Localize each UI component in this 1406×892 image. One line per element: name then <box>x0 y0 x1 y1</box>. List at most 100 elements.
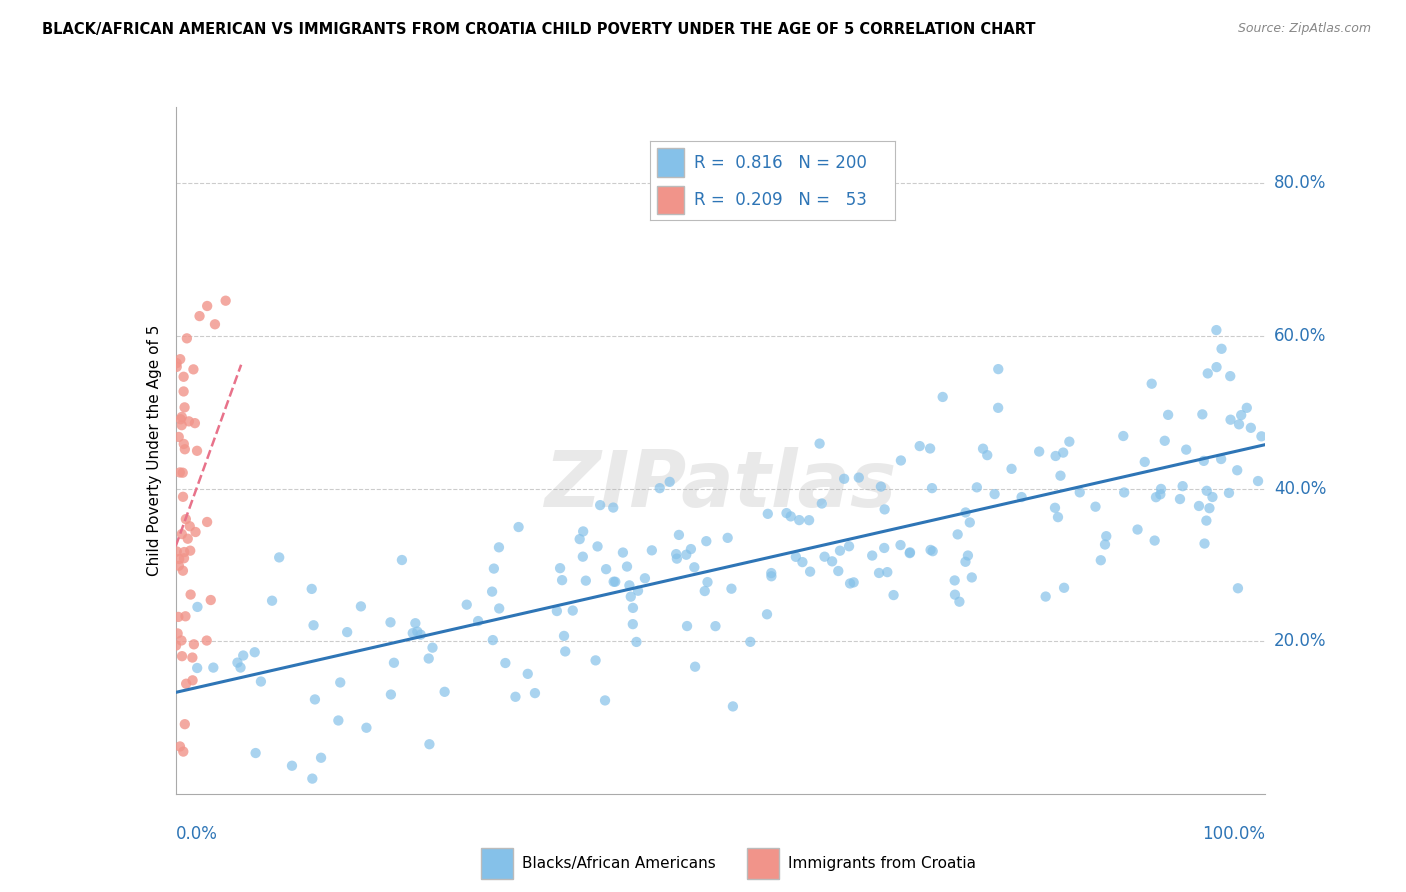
Point <box>1053 581 1076 595</box>
Point <box>740 635 762 649</box>
Point <box>302 618 325 632</box>
Point <box>173 717 195 731</box>
Point <box>658 475 681 489</box>
Point <box>889 538 911 552</box>
Point <box>1046 510 1069 524</box>
Point <box>704 619 727 633</box>
Point <box>173 551 195 566</box>
Point <box>811 496 834 510</box>
Point <box>908 439 931 453</box>
Point <box>170 418 193 433</box>
Point <box>799 565 821 579</box>
Point <box>785 549 807 564</box>
Point <box>675 548 697 562</box>
Point <box>1126 523 1149 537</box>
Point <box>1140 376 1163 391</box>
Point <box>1250 429 1272 443</box>
Point <box>572 524 595 539</box>
Point <box>508 520 530 534</box>
Point <box>166 544 188 558</box>
Point <box>382 656 405 670</box>
Point <box>1149 487 1171 501</box>
Point <box>195 299 218 313</box>
Point <box>422 640 444 655</box>
Point <box>873 502 896 516</box>
Point <box>1171 479 1194 493</box>
Point <box>890 453 912 467</box>
Point <box>214 293 236 308</box>
Point <box>173 437 195 451</box>
Point <box>433 685 456 699</box>
Point <box>1188 499 1211 513</box>
Point <box>170 412 193 426</box>
Point <box>494 656 516 670</box>
Point <box>828 543 851 558</box>
Point <box>179 519 201 533</box>
Point <box>181 673 204 688</box>
Point <box>665 547 688 561</box>
Point <box>1011 490 1033 504</box>
Point <box>172 466 194 480</box>
Point <box>1043 500 1066 515</box>
Point <box>176 331 198 345</box>
Point <box>842 575 865 590</box>
Point <box>1191 408 1213 422</box>
Point <box>1236 401 1258 415</box>
Point <box>546 604 568 618</box>
Point <box>402 626 425 640</box>
Point <box>634 571 657 585</box>
Point <box>245 746 267 760</box>
Point <box>561 603 583 617</box>
Point <box>1035 590 1057 604</box>
Point <box>554 644 576 658</box>
Point <box>301 582 323 596</box>
Point <box>186 599 208 614</box>
Point <box>551 573 574 587</box>
Point <box>177 532 200 546</box>
Point <box>1114 485 1136 500</box>
Point <box>898 545 921 559</box>
Point <box>380 615 402 630</box>
Point <box>1112 429 1135 443</box>
Point <box>418 651 440 665</box>
Point <box>169 352 191 367</box>
Point <box>693 584 716 599</box>
Point <box>1175 442 1198 457</box>
Point <box>165 639 187 653</box>
Point <box>679 542 702 557</box>
Point <box>586 540 609 554</box>
Point <box>309 751 332 765</box>
Point <box>648 481 671 495</box>
Point <box>179 543 201 558</box>
Point <box>1168 491 1191 506</box>
Point <box>482 561 505 575</box>
Point <box>943 574 966 588</box>
Point <box>186 661 208 675</box>
Point <box>813 549 835 564</box>
FancyBboxPatch shape <box>657 148 685 177</box>
Point <box>821 554 844 568</box>
Point <box>243 645 266 659</box>
Point <box>987 362 1010 376</box>
Point <box>336 625 359 640</box>
Point <box>621 600 644 615</box>
Point <box>281 758 304 772</box>
Point <box>173 384 195 399</box>
Point <box>180 588 202 602</box>
Point <box>488 541 510 555</box>
Point <box>966 480 988 494</box>
Point <box>761 569 783 583</box>
Point <box>827 564 849 578</box>
Text: 80.0%: 80.0% <box>1274 174 1326 193</box>
Point <box>987 401 1010 415</box>
Point <box>181 650 204 665</box>
Point <box>720 582 742 596</box>
Point <box>696 575 718 590</box>
Text: 40.0%: 40.0% <box>1274 480 1326 498</box>
Point <box>1045 449 1067 463</box>
Point <box>1143 533 1166 548</box>
Text: R =  0.209   N =   53: R = 0.209 N = 53 <box>695 191 866 209</box>
Point <box>200 593 222 607</box>
Point <box>406 624 429 639</box>
Text: 100.0%: 100.0% <box>1202 825 1265 843</box>
